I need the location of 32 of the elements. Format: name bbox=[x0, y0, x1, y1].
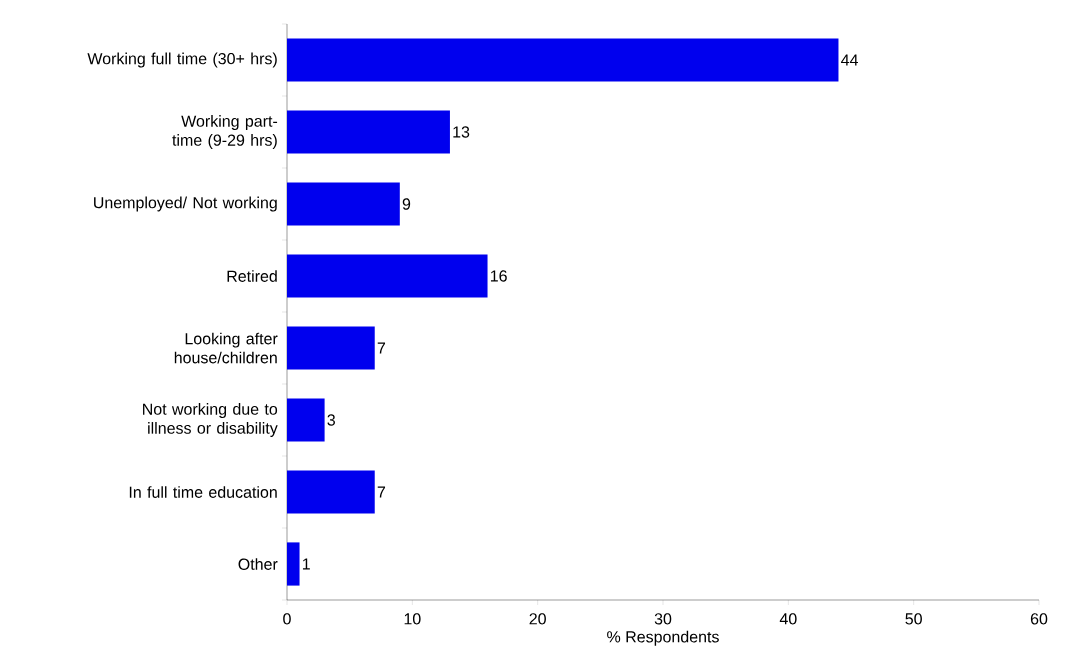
y-tick-label: Working full time (30+ hrs) bbox=[87, 52, 277, 68]
x-tick-label: 30 bbox=[654, 613, 672, 625]
bar bbox=[287, 110, 450, 154]
data-label: 9 bbox=[402, 198, 411, 210]
bar bbox=[287, 542, 300, 586]
data-label: 44 bbox=[841, 54, 858, 66]
y-tick-label: Other bbox=[238, 558, 278, 570]
x-tick-label: 40 bbox=[779, 613, 797, 625]
x-axis-title: % Respondents bbox=[607, 630, 719, 646]
bar bbox=[287, 398, 325, 442]
bar bbox=[287, 326, 375, 370]
x-tick-label: 0 bbox=[283, 613, 291, 625]
x-tick-label: 50 bbox=[905, 613, 922, 625]
data-label: 16 bbox=[490, 270, 507, 282]
data-label: 1 bbox=[302, 558, 310, 570]
data-label: 3 bbox=[327, 414, 335, 426]
y-tick-label: In full time education bbox=[129, 486, 277, 498]
y-tick-label: Retired bbox=[227, 270, 277, 282]
bar bbox=[287, 470, 375, 514]
x-tick-label: 20 bbox=[529, 613, 546, 625]
y-tick-label: Looking after house/children bbox=[174, 332, 278, 364]
data-label: 7 bbox=[377, 342, 386, 354]
data-label: 13 bbox=[453, 126, 470, 138]
bar bbox=[287, 38, 839, 82]
bar bbox=[287, 182, 400, 226]
bar bbox=[287, 254, 488, 298]
x-tick-label: 10 bbox=[404, 613, 421, 625]
data-label: 7 bbox=[377, 486, 386, 498]
x-tick-label: 60 bbox=[1030, 613, 1048, 625]
y-tick-label: Unemployed/ Not working bbox=[94, 196, 277, 212]
y-tick-label: Working part-time (9-29 hrs) bbox=[172, 115, 278, 149]
y-tick-label: Not working due to illness or disability bbox=[143, 403, 278, 437]
